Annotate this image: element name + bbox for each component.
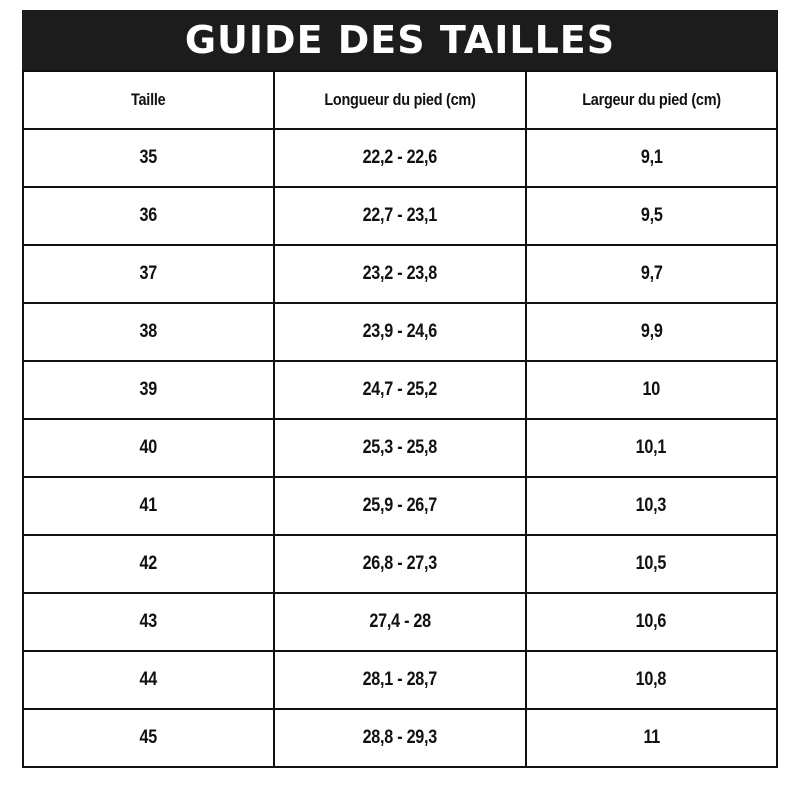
- cell-value: 10: [642, 379, 661, 400]
- cell-value: 44: [139, 669, 158, 690]
- foot-width-cell: 10,6: [524, 592, 779, 652]
- cell-value: 9,1: [640, 147, 663, 168]
- foot-length-cell: 24,7 - 25,2: [273, 360, 527, 420]
- table-row: 39 24,7 - 25,2 10: [21, 360, 779, 420]
- cell-value: 40: [139, 437, 158, 458]
- cell-value: 36: [139, 205, 158, 226]
- foot-width-cell: 11: [524, 708, 779, 768]
- size-cell: 40: [21, 418, 276, 478]
- cell-value: 45: [139, 727, 158, 748]
- foot-length-cell: 28,1 - 28,7: [273, 650, 527, 710]
- table-row: 40 25,3 - 25,8 10,1: [21, 418, 779, 478]
- cell-value: 22,7 - 23,1: [362, 205, 438, 226]
- table-row: 45 28,8 - 29,3 11: [21, 708, 779, 768]
- table-row: 35 22,2 - 22,6 9,1: [21, 128, 779, 188]
- foot-length-cell: 22,7 - 23,1: [273, 186, 527, 246]
- foot-width-cell: 10,5: [524, 534, 779, 594]
- foot-width-cell: 9,5: [524, 186, 779, 246]
- table-row: 36 22,7 - 23,1 9,5: [21, 186, 779, 246]
- cell-value: 11: [643, 727, 660, 748]
- cell-value: 22,2 - 22,6: [362, 147, 438, 168]
- table-row: 43 27,4 - 28 10,6: [21, 592, 779, 652]
- cell-value: 10,6: [636, 611, 667, 632]
- foot-length-cell: 25,9 - 26,7: [273, 476, 527, 536]
- column-header-foot-width: Largeur du pied (cm): [524, 70, 779, 130]
- cell-value: 9,7: [640, 263, 663, 284]
- cell-value: 23,2 - 23,8: [362, 263, 438, 284]
- column-header-foot-length: Longueur du pied (cm): [273, 70, 527, 130]
- cell-value: 27,4 - 28: [369, 611, 431, 632]
- size-cell: 45: [21, 708, 276, 768]
- cell-value: 9,5: [640, 205, 663, 226]
- column-header-size: Taille: [21, 70, 276, 130]
- foot-width-cell: 9,9: [524, 302, 779, 362]
- cell-value: 28,1 - 28,7: [362, 669, 438, 690]
- cell-value: 10,5: [636, 553, 667, 574]
- foot-length-cell: 27,4 - 28: [273, 592, 527, 652]
- cell-value: 43: [139, 611, 158, 632]
- foot-length-cell: 22,2 - 22,6: [273, 128, 527, 188]
- cell-value: 10,8: [636, 669, 667, 690]
- size-cell: 37: [21, 244, 276, 304]
- size-table: Taille Longueur du pied (cm) Largeur du …: [21, 70, 779, 768]
- size-cell: 35: [21, 128, 276, 188]
- cell-value: 25,9 - 26,7: [362, 495, 438, 516]
- table-row: 41 25,9 - 26,7 10,3: [21, 476, 779, 536]
- cell-value: 26,8 - 27,3: [362, 553, 438, 574]
- header-label: Largeur du pied (cm): [582, 90, 721, 109]
- cell-value: 10,3: [636, 495, 667, 516]
- header-label: Taille: [131, 90, 166, 109]
- foot-width-cell: 10,8: [524, 650, 779, 710]
- page-title: GUIDE DES TAILLES: [22, 10, 778, 70]
- cell-value: 28,8 - 29,3: [362, 727, 438, 748]
- cell-value: 23,9 - 24,6: [362, 321, 438, 342]
- size-cell: 43: [21, 592, 276, 652]
- cell-value: 41: [139, 495, 158, 516]
- foot-width-cell: 9,1: [524, 128, 779, 188]
- foot-length-cell: 23,2 - 23,8: [273, 244, 527, 304]
- table-row: 38 23,9 - 24,6 9,9: [21, 302, 779, 362]
- foot-width-cell: 10,1: [524, 418, 779, 478]
- cell-value: 37: [139, 263, 158, 284]
- table-row: 42 26,8 - 27,3 10,5: [21, 534, 779, 594]
- size-cell: 38: [21, 302, 276, 362]
- cell-value: 10,1: [636, 437, 667, 458]
- foot-length-cell: 28,8 - 29,3: [273, 708, 527, 768]
- cell-value: 35: [139, 147, 158, 168]
- foot-length-cell: 26,8 - 27,3: [273, 534, 527, 594]
- cell-value: 42: [139, 553, 158, 574]
- cell-value: 9,9: [640, 321, 663, 342]
- cell-value: 39: [139, 379, 158, 400]
- size-cell: 39: [21, 360, 276, 420]
- cell-value: 25,3 - 25,8: [362, 437, 438, 458]
- foot-width-cell: 10: [524, 360, 779, 420]
- header-row: Taille Longueur du pied (cm) Largeur du …: [21, 70, 779, 130]
- foot-length-cell: 23,9 - 24,6: [273, 302, 527, 362]
- table-row: 44 28,1 - 28,7 10,8: [21, 650, 779, 710]
- cell-value: 24,7 - 25,2: [362, 379, 438, 400]
- size-cell: 42: [21, 534, 276, 594]
- size-cell: 44: [21, 650, 276, 710]
- header-label: Longueur du pied (cm): [324, 90, 476, 109]
- table-row: 37 23,2 - 23,8 9,7: [21, 244, 779, 304]
- foot-width-cell: 9,7: [524, 244, 779, 304]
- foot-length-cell: 25,3 - 25,8: [273, 418, 527, 478]
- size-cell: 41: [21, 476, 276, 536]
- foot-width-cell: 10,3: [524, 476, 779, 536]
- size-cell: 36: [21, 186, 276, 246]
- cell-value: 38: [139, 321, 158, 342]
